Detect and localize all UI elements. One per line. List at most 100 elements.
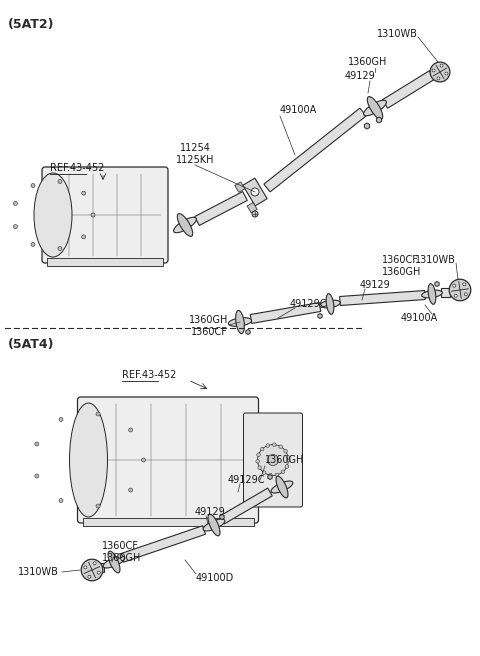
Polygon shape	[247, 203, 257, 213]
Circle shape	[59, 417, 63, 422]
Polygon shape	[100, 562, 104, 571]
Polygon shape	[195, 192, 247, 226]
Circle shape	[88, 575, 91, 578]
Text: 1360GH: 1360GH	[189, 315, 228, 325]
Text: 49129: 49129	[345, 71, 376, 81]
Text: REF.43-452: REF.43-452	[122, 370, 176, 380]
Circle shape	[285, 464, 289, 468]
Ellipse shape	[276, 476, 288, 498]
Circle shape	[59, 499, 63, 502]
Ellipse shape	[430, 62, 450, 82]
Circle shape	[129, 488, 132, 492]
Circle shape	[142, 458, 145, 462]
Circle shape	[96, 412, 100, 416]
Ellipse shape	[364, 100, 386, 115]
Ellipse shape	[428, 283, 436, 304]
Circle shape	[251, 188, 259, 196]
Polygon shape	[435, 281, 439, 287]
Polygon shape	[250, 302, 321, 323]
Circle shape	[256, 460, 260, 463]
Bar	[47, 258, 163, 266]
Text: 11254: 11254	[180, 143, 210, 153]
Polygon shape	[220, 514, 224, 520]
Circle shape	[284, 449, 288, 453]
Polygon shape	[120, 525, 205, 562]
Circle shape	[260, 447, 264, 451]
Text: 1310WB: 1310WB	[377, 29, 418, 39]
Circle shape	[273, 443, 276, 447]
Circle shape	[287, 455, 290, 459]
FancyBboxPatch shape	[42, 167, 168, 263]
Circle shape	[275, 473, 279, 477]
Text: 49100A: 49100A	[280, 105, 317, 115]
Circle shape	[268, 474, 272, 477]
Circle shape	[84, 566, 87, 569]
Circle shape	[453, 284, 456, 287]
Circle shape	[287, 458, 290, 462]
Polygon shape	[220, 488, 272, 524]
Polygon shape	[340, 291, 425, 306]
Circle shape	[93, 562, 96, 565]
Text: (5AT2): (5AT2)	[8, 18, 55, 31]
Text: (5AT4): (5AT4)	[8, 338, 55, 351]
Text: 1360CF: 1360CF	[102, 541, 139, 551]
Ellipse shape	[367, 96, 383, 119]
Text: 1360GH: 1360GH	[265, 455, 304, 465]
Text: 49129C: 49129C	[290, 299, 327, 309]
Circle shape	[464, 293, 467, 296]
Polygon shape	[376, 117, 382, 123]
Circle shape	[266, 443, 270, 447]
Text: 49129: 49129	[360, 280, 391, 290]
Circle shape	[258, 466, 262, 470]
Text: 1310WB: 1310WB	[415, 255, 456, 265]
Text: 49100D: 49100D	[196, 573, 234, 583]
Circle shape	[82, 191, 85, 195]
Circle shape	[97, 571, 100, 574]
Circle shape	[432, 69, 435, 72]
Ellipse shape	[70, 403, 108, 517]
Circle shape	[445, 72, 448, 75]
Circle shape	[263, 471, 266, 474]
Text: 1360CF: 1360CF	[382, 255, 419, 265]
Ellipse shape	[108, 551, 120, 573]
Text: 1360GH: 1360GH	[102, 553, 142, 563]
Circle shape	[35, 442, 39, 446]
Circle shape	[454, 295, 457, 297]
Ellipse shape	[236, 310, 244, 334]
Circle shape	[31, 243, 35, 247]
Text: 1360GH: 1360GH	[348, 57, 387, 67]
Text: 49129C: 49129C	[228, 475, 265, 485]
Ellipse shape	[422, 290, 442, 298]
Ellipse shape	[34, 173, 72, 257]
Circle shape	[13, 201, 17, 205]
Circle shape	[281, 470, 285, 474]
Circle shape	[440, 64, 443, 67]
Polygon shape	[318, 314, 322, 319]
Text: 49129: 49129	[195, 507, 226, 517]
Ellipse shape	[103, 556, 125, 568]
Polygon shape	[383, 71, 434, 108]
Polygon shape	[246, 329, 250, 335]
Circle shape	[437, 77, 440, 80]
Circle shape	[463, 283, 466, 286]
Ellipse shape	[203, 519, 225, 531]
Ellipse shape	[174, 217, 196, 233]
Circle shape	[58, 180, 62, 184]
Text: 1360GH: 1360GH	[382, 267, 421, 277]
Bar	[83, 518, 253, 526]
FancyBboxPatch shape	[77, 397, 259, 523]
Circle shape	[96, 504, 100, 508]
Text: 49100A: 49100A	[401, 313, 438, 323]
Circle shape	[279, 445, 283, 449]
Circle shape	[129, 428, 132, 432]
Polygon shape	[364, 123, 370, 129]
Circle shape	[267, 455, 278, 466]
Text: 1310WB: 1310WB	[18, 567, 59, 577]
Circle shape	[252, 211, 258, 217]
Ellipse shape	[228, 318, 252, 326]
Ellipse shape	[320, 300, 340, 308]
Text: 1360CF: 1360CF	[191, 327, 228, 337]
Polygon shape	[441, 287, 450, 297]
Circle shape	[13, 224, 17, 229]
Circle shape	[31, 184, 35, 188]
